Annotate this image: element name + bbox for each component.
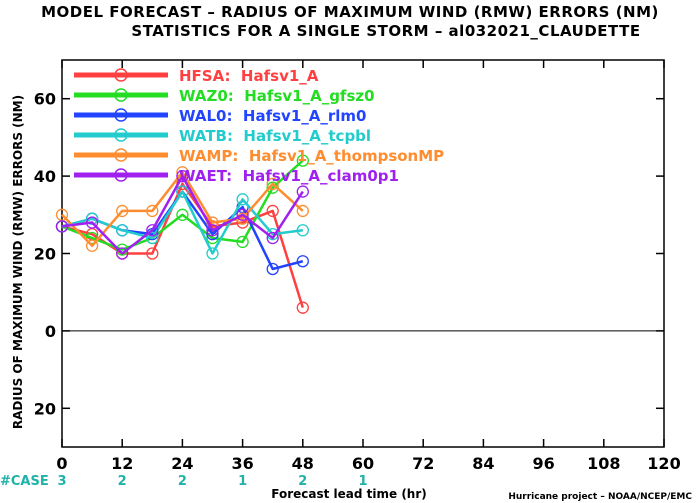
legend-item: WAL0: Hafsv1_A_rlm0 xyxy=(74,107,366,125)
case-count: 2 xyxy=(118,474,127,489)
case-count-row: 3 2 2 1 2 1 xyxy=(57,474,367,489)
x-tick-label: 120 xyxy=(647,454,680,473)
legend-item: WATB: Hafsv1_A_tcpbl xyxy=(74,127,371,145)
y-tick-label: 60 xyxy=(34,90,56,109)
series-point xyxy=(116,224,129,237)
legend-marker xyxy=(114,68,128,82)
x-tick-label: 72 xyxy=(412,454,434,473)
case-label: #CASE xyxy=(0,474,49,489)
chart-title: MODEL FORECAST – RADIUS OF MAXIMUM WIND … xyxy=(41,3,659,21)
legend-marker xyxy=(114,88,128,102)
case-count: 3 xyxy=(57,474,66,489)
series-line xyxy=(61,174,304,255)
legend-label: HFSA: Hafsv1_A xyxy=(179,67,319,85)
legend-marker xyxy=(114,108,128,122)
legend-label: WAL0: Hafsv1_A_rlm0 xyxy=(179,107,366,125)
legend-label: WAET: Hafsv1_A_clam0p1 xyxy=(179,167,399,185)
legend-label: WATB: Hafsv1_A_tcpbl xyxy=(179,127,371,145)
x-axis-label: Forecast lead time (hr) xyxy=(271,487,427,501)
x-tick-label: 24 xyxy=(171,454,193,473)
series-point xyxy=(236,193,249,206)
series-point xyxy=(266,204,279,218)
case-count: 2 xyxy=(298,474,307,489)
series-point xyxy=(146,247,159,260)
legend: HFSA: Hafsv1_A WAZ0: Hafsv1_A_gfsz0 WAL0: … xyxy=(74,67,444,185)
legend-label: WAZ0: Hafsv1_A_gfsz0 xyxy=(179,87,375,105)
x-tick-label: 108 xyxy=(587,454,620,473)
series-point xyxy=(146,204,159,218)
x-tick-label: 0 xyxy=(56,454,67,473)
x-tick-label: 60 xyxy=(352,454,374,473)
case-count: 2 xyxy=(178,474,187,489)
case-count: 1 xyxy=(358,474,367,489)
series-point xyxy=(146,231,159,245)
series-point xyxy=(296,224,309,237)
series-point xyxy=(296,185,309,198)
legend-marker xyxy=(114,168,128,182)
series-point xyxy=(236,235,249,249)
y-axis-ticks: 20 0 20 40 60 xyxy=(34,90,664,418)
y-tick-label: 20 xyxy=(34,245,56,264)
series-point xyxy=(116,247,129,260)
series-point xyxy=(296,255,309,268)
series-point xyxy=(116,204,129,218)
series-point xyxy=(176,185,189,198)
legend-marker xyxy=(114,128,128,142)
y-tick-label: 20 xyxy=(34,399,56,418)
series-point xyxy=(85,239,99,252)
legend-marker xyxy=(114,148,128,162)
x-tick-label: 12 xyxy=(111,454,133,473)
series-group xyxy=(55,185,309,260)
credit-text: Hurricane project – NOAA/NCEP/EMC xyxy=(508,492,692,502)
series-point xyxy=(236,208,249,221)
chart-subtitle: STATISTICS FOR A SINGLE STORM – al032021… xyxy=(131,22,640,40)
series-line xyxy=(61,190,303,255)
legend-item: WAET: Hafsv1_A_clam0p1 xyxy=(74,167,399,185)
series-point xyxy=(176,208,189,221)
series-point xyxy=(176,169,189,183)
series-group xyxy=(55,177,309,314)
series-point xyxy=(266,177,279,190)
series-line xyxy=(61,159,304,251)
x-tick-label: 84 xyxy=(472,454,494,473)
x-tick-label: 48 xyxy=(292,454,314,473)
series-point xyxy=(296,154,309,167)
series-layer xyxy=(55,154,309,314)
series-point xyxy=(146,224,159,237)
legend-item: WAZ0: Hafsv1_A_gfsz0 xyxy=(74,87,375,105)
series-group xyxy=(55,169,309,260)
series-point xyxy=(266,231,279,245)
y-tick-label: 40 xyxy=(34,167,56,186)
series-point xyxy=(55,220,69,233)
y-axis-label: RADIUS OF MAXIMUM WIND (RMW) ERRORS (NM) xyxy=(11,95,25,429)
legend-item: HFSA: Hafsv1_A xyxy=(74,67,319,85)
series-point xyxy=(206,247,219,260)
series-point xyxy=(296,204,309,218)
series-point xyxy=(296,301,309,314)
legend-label: WAMP: Hafsv1_A_thompsonMP xyxy=(179,147,444,165)
x-tick-label: 36 xyxy=(231,454,253,473)
legend-item: WAMP: Hafsv1_A_thompsonMP xyxy=(74,147,444,165)
series-point xyxy=(206,224,219,237)
series-point xyxy=(266,262,279,276)
y-tick-label: 0 xyxy=(45,322,56,341)
case-count: 1 xyxy=(238,474,247,489)
x-tick-label: 96 xyxy=(532,454,554,473)
x-axis-ticks: 0 12 24 36 48 60 72 84 96 108 120 xyxy=(56,60,681,473)
series-point xyxy=(85,216,99,229)
